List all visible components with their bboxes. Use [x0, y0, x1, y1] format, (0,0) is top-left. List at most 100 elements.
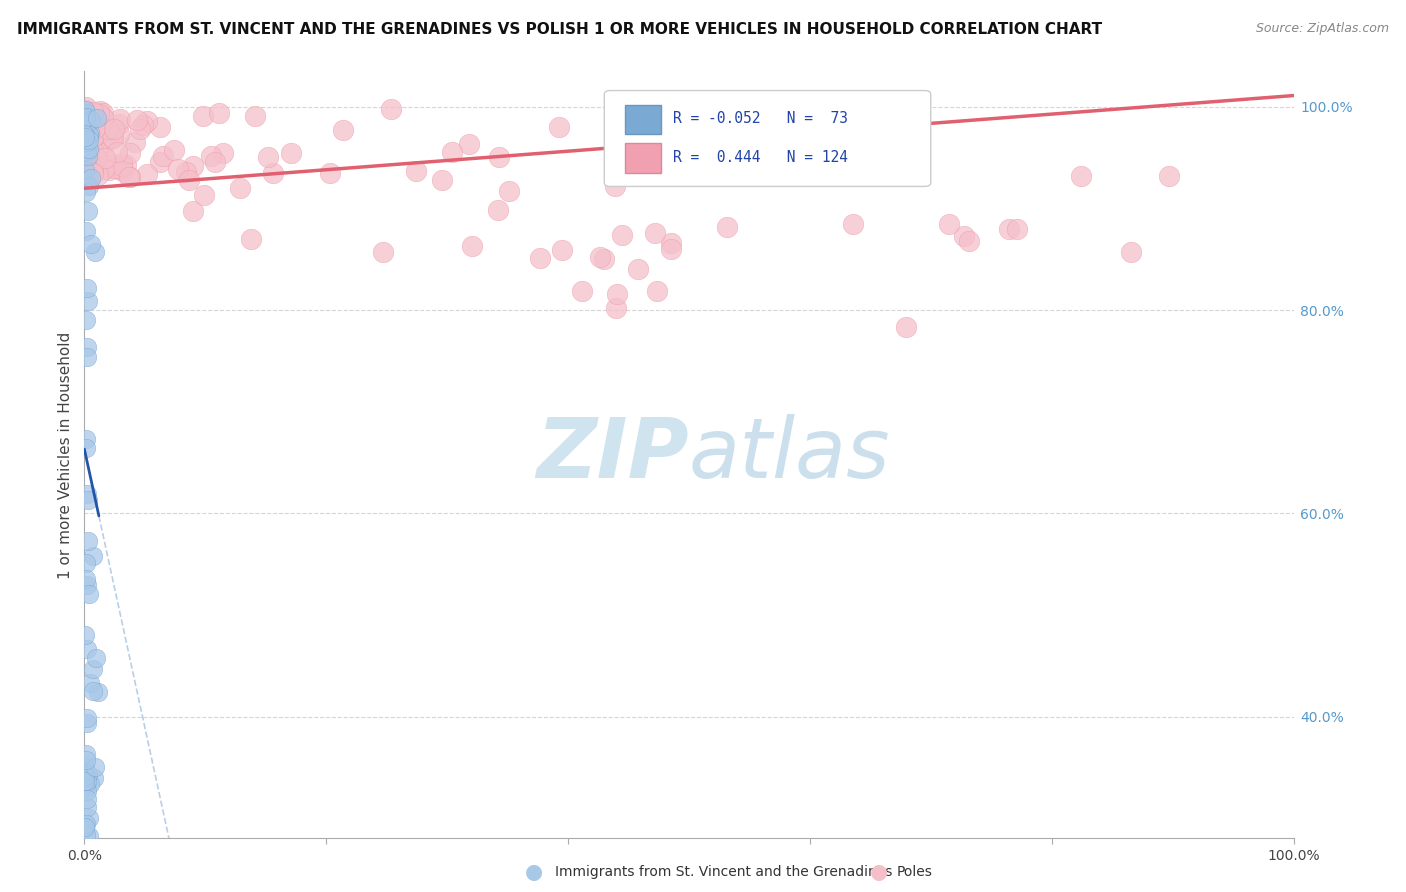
Point — [73, 820, 96, 834]
Point — [136, 167, 159, 181]
Point — [1005, 222, 1028, 236]
Point — [94, 151, 117, 165]
Point — [91, 106, 114, 120]
Point — [152, 149, 174, 163]
Point — [332, 122, 354, 136]
Point — [76, 340, 98, 354]
Point — [262, 166, 284, 180]
Point — [110, 112, 132, 126]
Point — [91, 112, 114, 126]
Text: Immigrants from St. Vincent and the Grenadines: Immigrants from St. Vincent and the Gren… — [555, 865, 893, 880]
Point — [75, 313, 97, 327]
Point — [163, 143, 186, 157]
Point — [125, 112, 148, 127]
Point — [76, 534, 98, 549]
Point — [76, 281, 98, 295]
Point — [380, 102, 402, 116]
Point — [128, 121, 150, 136]
Point — [176, 165, 198, 179]
Point — [77, 587, 100, 601]
Point — [73, 820, 96, 834]
Point — [83, 772, 105, 786]
Point — [76, 784, 98, 798]
Point — [181, 159, 204, 173]
Point — [86, 127, 108, 141]
Point — [104, 161, 127, 175]
Point — [76, 144, 98, 158]
Point — [75, 769, 97, 783]
Point — [77, 493, 100, 508]
Point — [82, 683, 104, 698]
Point — [179, 173, 201, 187]
Point — [76, 710, 98, 724]
Point — [87, 685, 110, 699]
Point — [75, 764, 97, 779]
Point — [76, 774, 98, 789]
Text: R =  0.444   N = 124: R = 0.444 N = 124 — [673, 150, 848, 165]
Point — [84, 114, 107, 128]
Point — [181, 203, 204, 218]
Point — [77, 160, 100, 174]
Point — [94, 135, 117, 149]
Point — [457, 137, 479, 152]
Y-axis label: 1 or more Vehicles in Household: 1 or more Vehicles in Household — [58, 331, 73, 579]
Point — [108, 161, 131, 176]
Text: ZIP: ZIP — [536, 415, 689, 495]
Point — [82, 166, 104, 180]
Point — [73, 760, 96, 774]
Point — [193, 187, 215, 202]
Point — [440, 145, 463, 160]
Point — [76, 151, 98, 165]
Point — [73, 110, 96, 124]
Point — [239, 232, 262, 246]
Point — [79, 126, 101, 140]
Point — [243, 109, 266, 123]
Point — [461, 238, 484, 252]
Point — [644, 226, 666, 240]
Point — [108, 128, 131, 142]
Point — [77, 147, 100, 161]
Point — [257, 150, 280, 164]
Point — [77, 128, 100, 142]
Point — [405, 164, 427, 178]
Point — [1070, 169, 1092, 183]
Point — [957, 234, 980, 248]
Text: IMMIGRANTS FROM ST. VINCENT AND THE GRENADINES VS POLISH 1 OR MORE VEHICLES IN H: IMMIGRANTS FROM ST. VINCENT AND THE GREN… — [17, 22, 1102, 37]
Point — [75, 105, 97, 120]
Point — [486, 202, 509, 217]
Point — [86, 111, 108, 125]
Point — [76, 641, 98, 656]
Point — [76, 136, 98, 150]
Point — [75, 131, 97, 145]
Point — [319, 166, 342, 180]
Point — [229, 181, 252, 195]
Point — [606, 287, 628, 301]
Point — [76, 351, 98, 365]
Point — [167, 161, 190, 176]
Point — [82, 130, 104, 145]
Point — [77, 293, 100, 308]
Point — [75, 572, 97, 586]
Point — [488, 150, 510, 164]
Point — [83, 760, 105, 774]
Point — [112, 164, 135, 178]
Point — [82, 143, 104, 157]
Point — [842, 218, 865, 232]
Point — [75, 161, 97, 176]
Point — [547, 120, 569, 135]
Point — [73, 112, 96, 126]
Point — [84, 245, 107, 260]
Point — [75, 224, 97, 238]
Point — [136, 114, 159, 128]
Point — [630, 112, 652, 126]
Point — [75, 747, 97, 762]
Point — [73, 163, 96, 178]
Point — [124, 135, 146, 149]
Point — [132, 118, 155, 132]
Point — [280, 145, 302, 160]
Point — [208, 105, 231, 120]
Bar — [624, 144, 661, 173]
Point — [101, 131, 124, 145]
Point — [75, 103, 97, 117]
Text: ●: ● — [870, 863, 887, 882]
